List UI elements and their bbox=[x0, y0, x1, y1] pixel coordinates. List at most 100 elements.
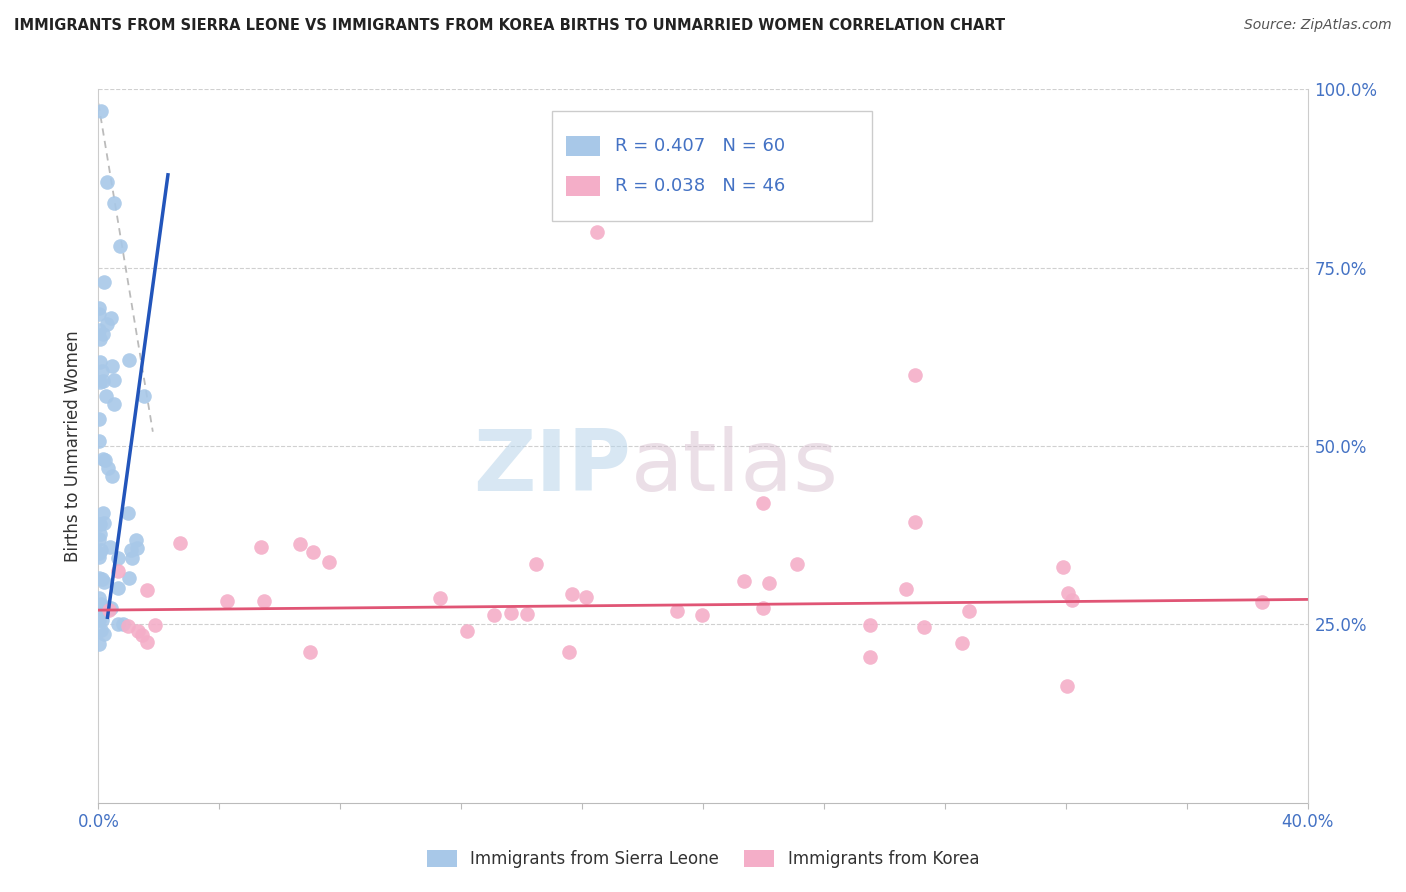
Point bbox=[100, 310, 122, 325]
Point bbox=[516, 607, 538, 621]
Point bbox=[132, 389, 155, 403]
Point bbox=[89, 375, 111, 389]
Point bbox=[125, 541, 148, 556]
Point bbox=[103, 373, 125, 387]
FancyBboxPatch shape bbox=[567, 136, 600, 156]
Point bbox=[118, 353, 141, 368]
Point bbox=[112, 617, 135, 632]
Point bbox=[302, 545, 325, 559]
Point bbox=[89, 516, 111, 531]
Point bbox=[91, 327, 114, 342]
Point bbox=[121, 551, 143, 566]
Point bbox=[90, 599, 112, 614]
Point bbox=[89, 332, 111, 346]
Point bbox=[87, 546, 110, 560]
Point bbox=[169, 536, 191, 550]
Point bbox=[94, 389, 117, 403]
Y-axis label: Births to Unmarried Women: Births to Unmarried Women bbox=[65, 330, 83, 562]
Point bbox=[107, 617, 129, 632]
Point bbox=[524, 557, 547, 571]
Point bbox=[950, 636, 973, 650]
Point bbox=[501, 607, 523, 621]
Text: R = 0.407   N = 60: R = 0.407 N = 60 bbox=[614, 137, 785, 155]
Point bbox=[120, 542, 142, 557]
Point bbox=[107, 581, 129, 595]
Point bbox=[107, 564, 129, 578]
Point bbox=[299, 644, 322, 658]
Point bbox=[1052, 560, 1074, 574]
Point bbox=[91, 613, 114, 627]
Point bbox=[100, 600, 122, 615]
Point bbox=[89, 550, 111, 565]
Point bbox=[89, 571, 111, 585]
Point bbox=[93, 275, 115, 289]
Point bbox=[752, 601, 775, 615]
Point bbox=[131, 628, 153, 642]
Point bbox=[143, 618, 166, 632]
FancyBboxPatch shape bbox=[551, 111, 872, 221]
Point bbox=[89, 591, 111, 605]
Point bbox=[561, 586, 583, 600]
Point bbox=[752, 496, 775, 510]
Point bbox=[91, 506, 114, 520]
Point bbox=[91, 451, 114, 466]
Point bbox=[87, 532, 110, 546]
Point bbox=[108, 239, 131, 253]
Point bbox=[665, 604, 688, 618]
Point bbox=[89, 527, 111, 541]
Point bbox=[98, 603, 121, 617]
Text: ZIP: ZIP bbox=[472, 425, 630, 509]
Point bbox=[89, 355, 111, 369]
Point bbox=[87, 614, 110, 628]
Point bbox=[96, 175, 118, 189]
Point bbox=[586, 225, 609, 239]
Point bbox=[93, 627, 115, 641]
Point bbox=[125, 533, 148, 548]
Text: R = 0.038   N = 46: R = 0.038 N = 46 bbox=[614, 177, 785, 194]
Point bbox=[127, 624, 149, 639]
Point bbox=[957, 604, 980, 618]
Point bbox=[87, 307, 110, 321]
Point bbox=[250, 541, 273, 555]
Point bbox=[117, 506, 139, 520]
Point bbox=[90, 624, 112, 638]
Point bbox=[912, 620, 935, 634]
Point bbox=[101, 469, 124, 483]
Point bbox=[429, 591, 451, 605]
Text: IMMIGRANTS FROM SIERRA LEONE VS IMMIGRANTS FROM KOREA BIRTHS TO UNMARRIED WOMEN : IMMIGRANTS FROM SIERRA LEONE VS IMMIGRAN… bbox=[14, 18, 1005, 33]
Point bbox=[96, 460, 118, 475]
Point bbox=[96, 317, 118, 331]
Point bbox=[103, 397, 125, 411]
Text: atlas: atlas bbox=[630, 425, 838, 509]
Point bbox=[1056, 585, 1078, 599]
Point bbox=[89, 608, 111, 623]
Point bbox=[482, 608, 505, 623]
Point bbox=[758, 576, 780, 591]
Text: Source: ZipAtlas.com: Source: ZipAtlas.com bbox=[1244, 18, 1392, 32]
Point bbox=[896, 582, 918, 597]
Point bbox=[733, 574, 755, 588]
Point bbox=[93, 575, 115, 590]
Point bbox=[90, 597, 112, 611]
Point bbox=[90, 572, 112, 586]
Point bbox=[89, 412, 111, 426]
Point bbox=[1060, 592, 1083, 607]
Point bbox=[90, 364, 112, 378]
Legend: Immigrants from Sierra Leone, Immigrants from Korea: Immigrants from Sierra Leone, Immigrants… bbox=[420, 843, 986, 875]
FancyBboxPatch shape bbox=[567, 176, 600, 195]
Point bbox=[904, 368, 927, 382]
Point bbox=[859, 617, 882, 632]
Point bbox=[217, 594, 239, 608]
Point bbox=[253, 594, 276, 608]
Point bbox=[903, 515, 925, 529]
Point bbox=[456, 624, 478, 638]
Point bbox=[786, 557, 808, 571]
Point bbox=[575, 591, 598, 605]
Point bbox=[1251, 595, 1274, 609]
Point bbox=[558, 645, 581, 659]
Point bbox=[107, 550, 129, 565]
Point bbox=[87, 301, 110, 315]
Point bbox=[1056, 679, 1078, 693]
Point bbox=[118, 571, 141, 585]
Point bbox=[89, 323, 111, 337]
